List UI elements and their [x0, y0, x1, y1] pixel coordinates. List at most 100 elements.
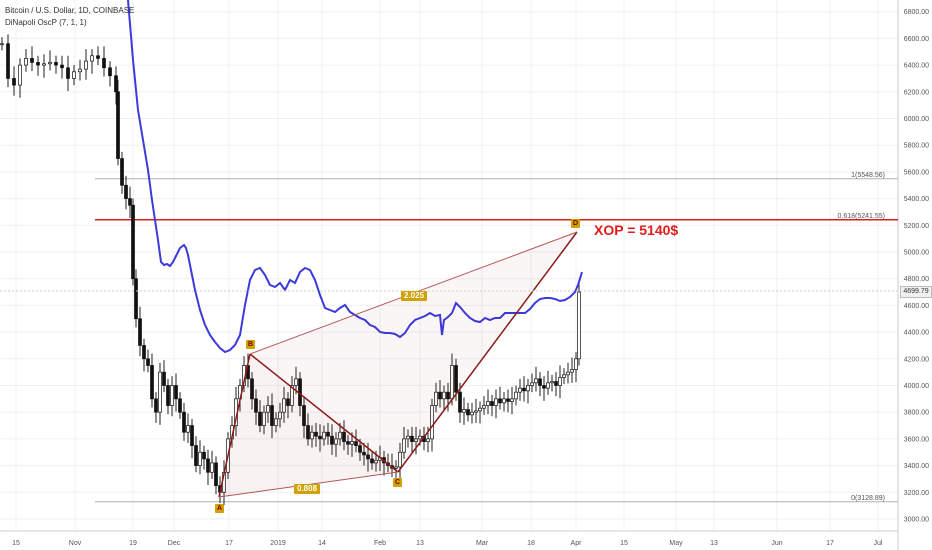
candle [494, 398, 498, 406]
candle [558, 377, 562, 386]
xop-target-label: XOP = 5140$ [594, 222, 679, 238]
x-tick-label: 17 [225, 540, 233, 547]
oscillator-line [127, 0, 583, 354]
candle [394, 466, 398, 469]
candle [322, 431, 326, 440]
candle [486, 401, 490, 406]
candle [166, 385, 170, 406]
y-tick-label: 5000.00 [904, 250, 929, 257]
x-tick-label: 19 [129, 540, 137, 547]
candle [258, 411, 262, 426]
candle [566, 371, 570, 376]
candle [470, 411, 474, 416]
candle [458, 391, 462, 413]
x-tick-label: 15 [12, 540, 20, 547]
candle [438, 391, 442, 400]
candle [402, 438, 406, 453]
candle [170, 385, 174, 406]
candle [42, 63, 46, 66]
candle [116, 91, 120, 159]
candle [346, 441, 350, 445]
candle [290, 385, 294, 406]
candle [362, 451, 366, 456]
point-label-a: A [215, 504, 224, 513]
level-label: 0(3128.89) [851, 495, 885, 502]
point-label-d: D [571, 219, 580, 228]
candle [270, 405, 274, 426]
candle [124, 184, 128, 199]
x-tick-label: Jul [874, 540, 883, 547]
candle [60, 64, 64, 69]
candle [542, 385, 546, 389]
x-tick-label: Mar [476, 540, 489, 547]
x-tick-label: 2019 [270, 540, 286, 547]
candle [526, 385, 530, 392]
x-tick-label: 14 [318, 540, 326, 547]
y-tick-label: 4000.00 [904, 383, 929, 390]
candle [12, 78, 16, 86]
candle [84, 60, 88, 70]
symbol-title: Bitcoin / U.S. Dollar, 1D, COINBASE [5, 6, 135, 15]
candle [430, 405, 434, 440]
candle [194, 445, 198, 466]
candle [577, 291, 581, 360]
candle [406, 435, 410, 440]
candle [266, 405, 270, 413]
candle [186, 425, 190, 433]
candle [418, 435, 422, 440]
candle [522, 387, 526, 392]
candle [434, 391, 438, 406]
candle [442, 391, 446, 400]
candle [454, 365, 458, 393]
candle [72, 71, 76, 79]
candle [326, 431, 330, 437]
candle [574, 358, 578, 370]
point-label-c: C [393, 478, 402, 487]
ratio-label: 2.025 [401, 291, 428, 301]
y-tick-label: 6200.00 [904, 89, 929, 96]
candle [462, 409, 466, 413]
candle [518, 387, 522, 393]
candle [350, 441, 354, 445]
y-tick-label: 6000.00 [904, 116, 929, 123]
candle [254, 398, 258, 413]
candle [342, 431, 346, 442]
candle [90, 55, 94, 62]
candle [478, 407, 482, 412]
candle [0, 43, 4, 46]
y-tick-label: 3600.00 [904, 436, 929, 443]
y-tick-label: 5400.00 [904, 196, 929, 203]
candle [274, 418, 278, 426]
x-tick-label: Dec [168, 540, 181, 547]
y-tick-label: 4600.00 [904, 303, 929, 310]
x-tick-label: 13 [416, 540, 424, 547]
candle [370, 458, 374, 464]
leg-cd [397, 231, 578, 473]
candle [54, 62, 58, 66]
x-tick-label: Nov [69, 540, 82, 547]
candle [474, 410, 478, 413]
candle [190, 425, 194, 446]
candle [154, 398, 158, 413]
y-tick-label: 3200.00 [904, 490, 929, 497]
candle [158, 371, 162, 413]
candle [334, 438, 338, 445]
point-label-b: B [246, 340, 255, 349]
y-tick-label: 3000.00 [904, 517, 929, 524]
y-tick-label: 6400.00 [904, 63, 929, 70]
y-tick-label: 6800.00 [904, 9, 929, 16]
candle [18, 64, 22, 86]
candle [134, 278, 138, 320]
y-tick-label: 6600.00 [904, 36, 929, 43]
candle [426, 438, 430, 442]
candle [294, 378, 298, 386]
candle [30, 58, 34, 63]
candle [128, 198, 132, 206]
candle [414, 438, 418, 442]
candle [146, 358, 150, 366]
candle [554, 381, 558, 386]
candle [102, 58, 106, 69]
y-tick-label: 5200.00 [904, 223, 929, 230]
candle [198, 451, 202, 466]
